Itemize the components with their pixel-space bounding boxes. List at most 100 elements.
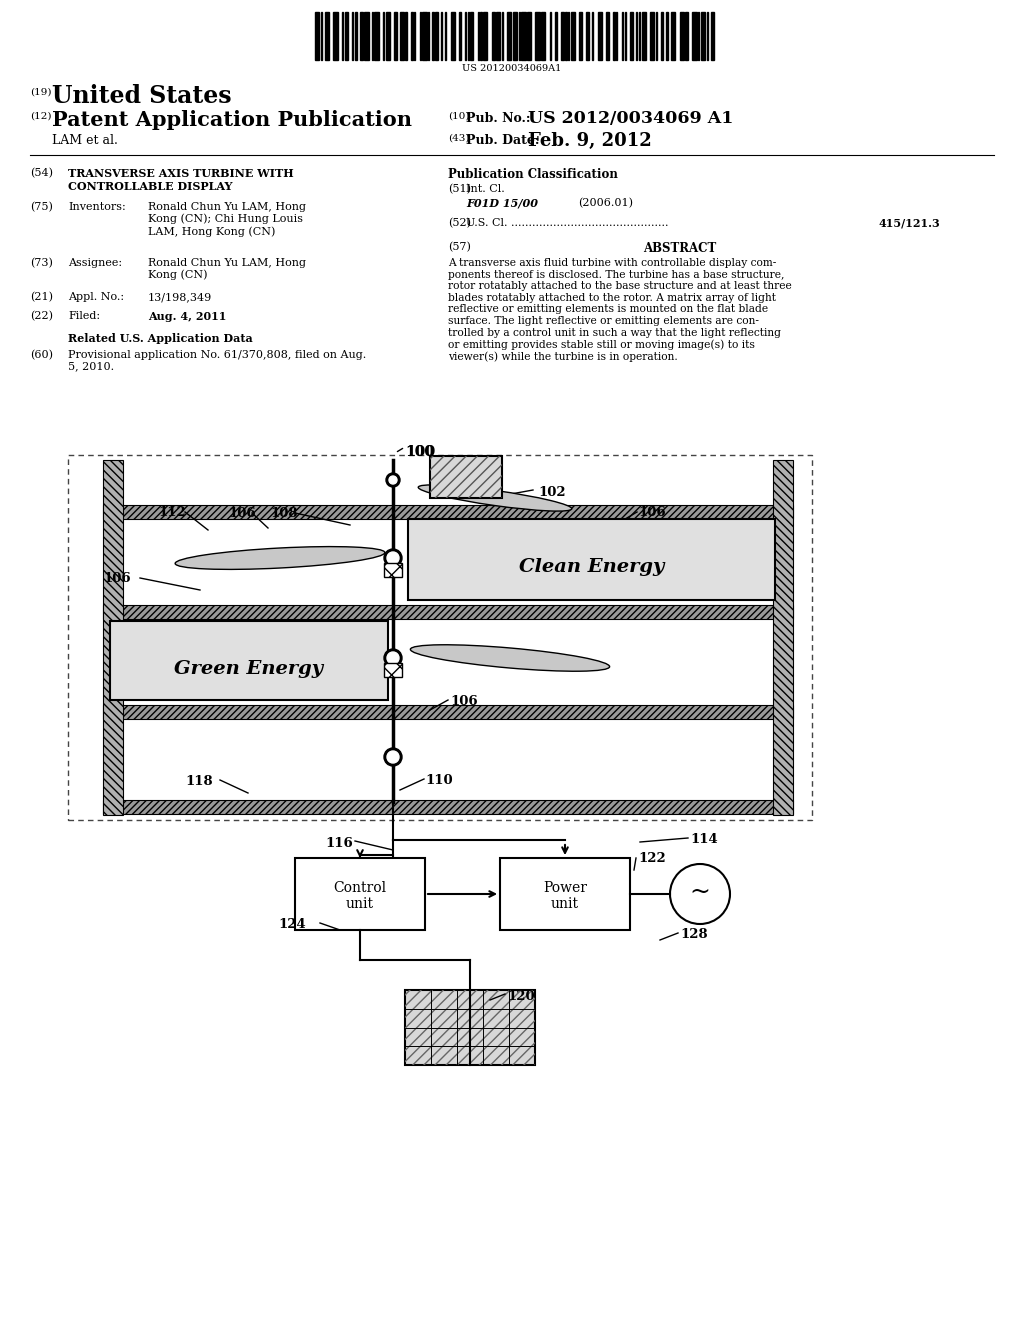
Text: 100: 100 (406, 445, 435, 459)
Bar (671, 12, 676, 59)
Text: 122: 122 (638, 851, 666, 865)
Bar (483, 12, 487, 59)
Bar (541, 12, 546, 59)
Bar (518, 12, 520, 59)
Text: United States: United States (52, 84, 231, 108)
Text: Pub. No.:: Pub. No.: (466, 112, 530, 125)
Bar (636, 12, 637, 59)
Bar (345, 12, 347, 59)
Text: Publication Classification: Publication Classification (449, 168, 617, 181)
Bar (641, 12, 646, 59)
Bar (315, 12, 319, 59)
Bar (598, 12, 602, 59)
Text: (10): (10) (449, 112, 469, 121)
Text: (57): (57) (449, 242, 471, 252)
Circle shape (387, 552, 399, 564)
Bar (613, 12, 614, 59)
Bar (394, 12, 397, 59)
Bar (622, 12, 624, 59)
Bar (414, 12, 416, 59)
Text: US 2012/0034069 A1: US 2012/0034069 A1 (528, 110, 733, 127)
Bar (399, 12, 404, 59)
Text: Assignee:: Assignee: (68, 257, 122, 268)
Text: Feb. 9, 2012: Feb. 9, 2012 (528, 132, 651, 150)
Bar (625, 12, 626, 59)
Text: Control
unit: Control unit (334, 880, 387, 911)
Bar (465, 12, 466, 59)
Bar (492, 12, 495, 59)
Bar (513, 12, 517, 59)
Bar (496, 12, 500, 59)
Text: (21): (21) (30, 292, 53, 302)
Bar (406, 990, 535, 1065)
Text: Power
unit: Power unit (543, 880, 587, 911)
Bar (698, 12, 699, 59)
Bar (685, 12, 688, 59)
Bar (773, 459, 793, 814)
Bar (411, 12, 413, 59)
Bar (420, 12, 421, 59)
Bar (570, 12, 575, 59)
Bar (630, 12, 633, 59)
Bar (650, 12, 654, 59)
Text: 106: 106 (103, 572, 131, 585)
Text: A transverse axis fluid turbine with controllable display com-
ponents thereof i: A transverse axis fluid turbine with con… (449, 257, 792, 362)
Ellipse shape (411, 644, 609, 672)
Bar (384, 564, 402, 577)
Bar (692, 12, 696, 59)
Text: Aug. 4, 2011: Aug. 4, 2011 (148, 312, 226, 322)
Bar (334, 12, 338, 59)
Bar (580, 12, 582, 59)
Text: 116: 116 (325, 837, 352, 850)
Bar (406, 12, 407, 59)
Text: 106: 106 (638, 506, 666, 519)
Text: Appl. No.:: Appl. No.: (68, 292, 124, 302)
Bar (375, 12, 379, 59)
Text: ABSTRACT: ABSTRACT (643, 242, 717, 255)
Bar (655, 12, 657, 59)
Text: (22): (22) (30, 312, 53, 321)
Bar (352, 12, 353, 59)
Ellipse shape (418, 484, 571, 511)
Bar (406, 990, 535, 1065)
Text: 110: 110 (425, 774, 453, 787)
Bar (555, 12, 557, 59)
Bar (477, 12, 479, 59)
Bar (386, 12, 390, 59)
Bar (110, 620, 388, 700)
Bar (500, 858, 630, 931)
Text: 112: 112 (158, 506, 185, 519)
Text: Int. Cl.: Int. Cl. (466, 183, 505, 194)
Text: LAM et al.: LAM et al. (52, 135, 118, 147)
Bar (616, 12, 617, 59)
Bar (711, 12, 714, 59)
Bar (321, 12, 323, 59)
Bar (527, 12, 531, 59)
Text: U.S. Cl. .............................................: U.S. Cl. ...............................… (466, 218, 669, 228)
Text: (54): (54) (30, 168, 53, 178)
Text: (60): (60) (30, 350, 53, 360)
Text: Pub. Date:: Pub. Date: (466, 135, 540, 147)
Bar (354, 12, 357, 59)
Bar (372, 12, 373, 59)
Bar (451, 12, 455, 59)
Text: (75): (75) (30, 202, 53, 213)
Text: (2006.01): (2006.01) (578, 198, 633, 209)
Circle shape (387, 652, 399, 664)
Circle shape (384, 748, 402, 766)
Bar (103, 800, 793, 814)
Bar (68, 455, 812, 820)
Text: (73): (73) (30, 257, 53, 268)
Bar (295, 858, 425, 931)
Text: 124: 124 (278, 917, 306, 931)
Text: (51): (51) (449, 183, 471, 194)
Text: Ronald Chun Yu LAM, Hong
Kong (CN); Chi Hung Louis
LAM, Hong Kong (CN): Ronald Chun Yu LAM, Hong Kong (CN); Chi … (148, 202, 306, 236)
Bar (342, 12, 343, 59)
Text: Filed:: Filed: (68, 312, 100, 321)
Bar (550, 12, 551, 59)
Bar (103, 800, 793, 814)
Bar (680, 12, 684, 59)
Circle shape (384, 549, 402, 568)
Bar (103, 705, 793, 719)
Bar (502, 12, 503, 59)
